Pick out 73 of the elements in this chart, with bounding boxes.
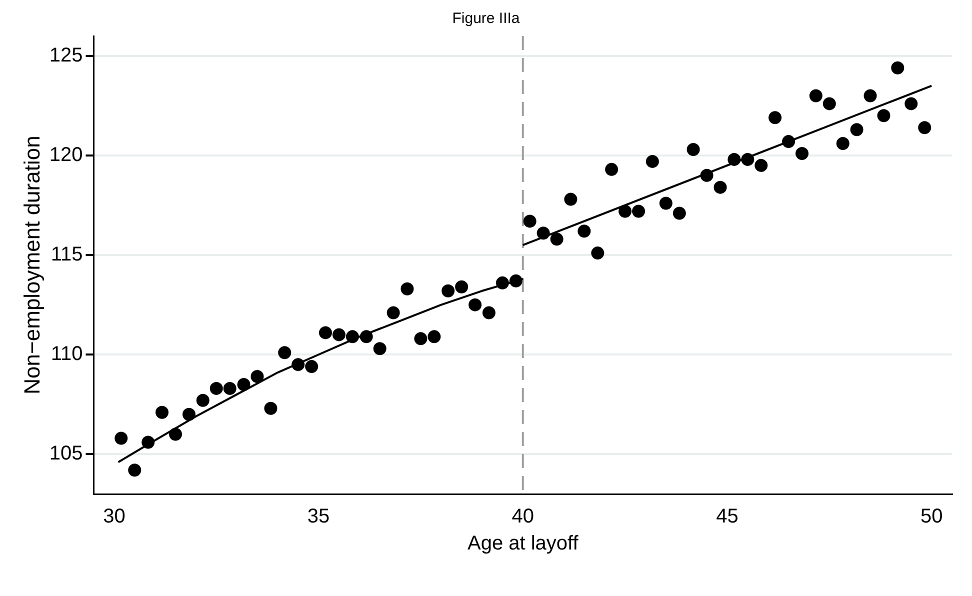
y-axis-title: Non−employment duration: [19, 136, 44, 394]
point: [672, 206, 686, 220]
point: [796, 146, 809, 160]
point: [891, 61, 904, 74]
point: [169, 428, 182, 441]
point: [918, 121, 932, 134]
y-tick-label: 115: [50, 244, 83, 266]
point: [128, 464, 142, 477]
x-tick-label: 45: [716, 506, 738, 528]
point: [496, 276, 509, 290]
point: [223, 382, 236, 395]
point: [578, 224, 591, 238]
point: [646, 154, 659, 168]
point: [605, 162, 618, 176]
point: [264, 402, 278, 415]
point: [455, 280, 468, 294]
point: [904, 97, 918, 110]
point: [332, 328, 346, 342]
point: [523, 214, 536, 228]
x-axis-title: Age at layoff: [467, 532, 579, 555]
point: [686, 143, 700, 156]
y-tick-label: 125: [49, 44, 83, 66]
point: [632, 204, 646, 218]
x-tick-label: 50: [920, 506, 943, 528]
point: [836, 137, 850, 150]
point: [114, 432, 128, 445]
point: [728, 152, 741, 166]
point: [442, 284, 455, 298]
point: [468, 298, 482, 312]
point: [360, 330, 373, 344]
point: [482, 306, 496, 320]
point: [305, 360, 318, 374]
point: [754, 158, 768, 172]
point: [292, 358, 305, 372]
point: [550, 232, 564, 246]
point: [809, 89, 822, 102]
point: [346, 330, 359, 344]
point: [741, 152, 754, 166]
point: [428, 330, 441, 344]
x-tick-label: 35: [307, 506, 330, 528]
chart-title: Figure IIIa: [452, 10, 520, 28]
point: [714, 180, 727, 194]
point: [250, 370, 264, 384]
x-tick-label: 30: [103, 506, 126, 528]
point: [877, 109, 890, 122]
point: [373, 342, 386, 356]
point: [700, 168, 714, 182]
point: [210, 382, 223, 395]
point: [278, 346, 292, 360]
point: [318, 326, 332, 340]
point: [237, 378, 250, 391]
point: [142, 436, 155, 449]
point: [782, 135, 796, 148]
point: [768, 111, 782, 124]
point: [536, 226, 550, 240]
point: [196, 394, 210, 407]
point: [400, 282, 414, 296]
point: [414, 332, 428, 346]
y-tick-label: 105: [49, 442, 83, 465]
point: [509, 274, 522, 288]
point: [386, 306, 400, 320]
point: [156, 406, 169, 419]
point: [864, 89, 877, 102]
y-tick-label: 110: [50, 343, 83, 366]
point: [564, 192, 578, 206]
point: [591, 246, 604, 260]
point: [618, 204, 632, 218]
point: [659, 196, 672, 210]
point: [850, 123, 864, 136]
y-tick-label: 120: [49, 144, 83, 166]
point: [822, 97, 836, 110]
point: [182, 408, 196, 421]
x-tick-label: 40: [512, 506, 534, 528]
